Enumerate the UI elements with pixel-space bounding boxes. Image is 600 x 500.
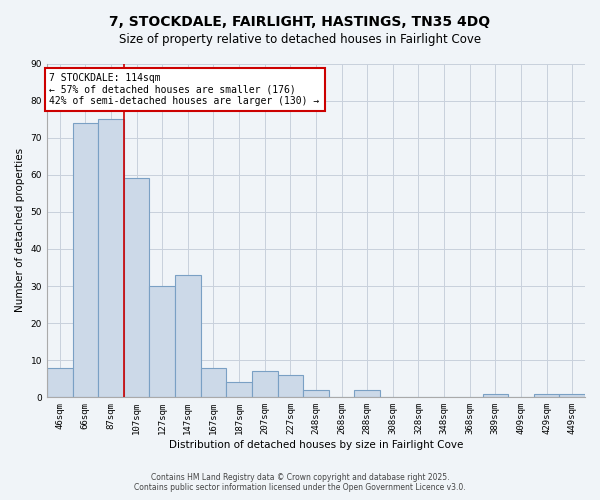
Text: 7, STOCKDALE, FAIRLIGHT, HASTINGS, TN35 4DQ: 7, STOCKDALE, FAIRLIGHT, HASTINGS, TN35 …	[109, 15, 491, 29]
Text: 7 STOCKDALE: 114sqm
← 57% of detached houses are smaller (176)
42% of semi-detac: 7 STOCKDALE: 114sqm ← 57% of detached ho…	[49, 73, 320, 106]
Bar	[149, 286, 175, 398]
Bar	[73, 123, 98, 398]
Bar	[47, 368, 73, 398]
Bar	[175, 275, 200, 398]
Bar	[559, 394, 585, 398]
Bar	[200, 368, 226, 398]
Bar	[124, 178, 149, 398]
Bar	[482, 394, 508, 398]
Bar	[303, 390, 329, 398]
Text: Contains HM Land Registry data © Crown copyright and database right 2025.
Contai: Contains HM Land Registry data © Crown c…	[134, 473, 466, 492]
Bar	[98, 119, 124, 398]
X-axis label: Distribution of detached houses by size in Fairlight Cove: Distribution of detached houses by size …	[169, 440, 463, 450]
Bar	[278, 375, 303, 398]
Bar	[534, 394, 559, 398]
Y-axis label: Number of detached properties: Number of detached properties	[15, 148, 25, 312]
Bar	[355, 390, 380, 398]
Text: Size of property relative to detached houses in Fairlight Cove: Size of property relative to detached ho…	[119, 32, 481, 46]
Bar	[226, 382, 252, 398]
Bar	[252, 372, 278, 398]
